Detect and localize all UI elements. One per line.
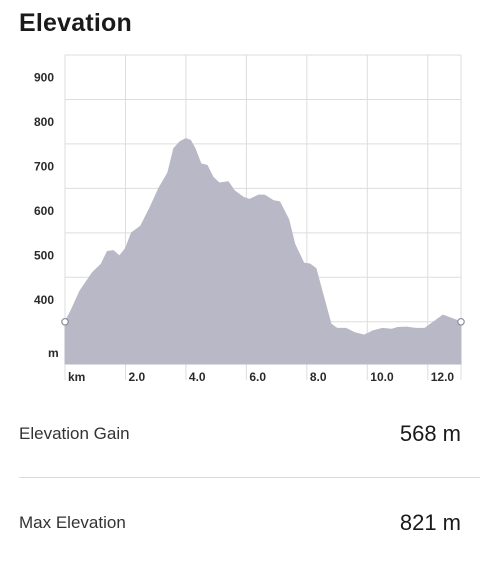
endpoint-markers [61, 317, 465, 326]
x-tick-label: 4.0 [189, 370, 206, 384]
y-tick-label: 700 [34, 159, 54, 173]
x-axis-label: km [68, 370, 85, 384]
divider [19, 477, 480, 478]
y-tick-label: 900 [34, 70, 54, 84]
max-elevation-row: Max Elevation 821 m [19, 503, 461, 543]
max-elevation-label: Max Elevation [19, 513, 126, 532]
x-tick-label: 8.0 [310, 370, 327, 384]
elevation-gain-label: Elevation Gain [19, 424, 130, 443]
x-tick-label: 12.0 [431, 370, 455, 384]
y-tick-label: 600 [34, 204, 54, 218]
y-tick-label: 400 [34, 293, 54, 307]
y-axis-ticks: 400 500 600 700 800 900 [34, 70, 54, 306]
end-point-marker [457, 317, 465, 326]
elevation-gain-row: Elevation Gain 568 m [19, 414, 461, 454]
x-axis-ticks: 2.0 4.0 6.0 8.0 10.0 12.0 [128, 370, 454, 384]
y-tick-label: 500 [34, 248, 54, 262]
x-tick-label: 2.0 [128, 370, 145, 384]
y-axis-label: m [48, 346, 59, 360]
elevation-area [64, 138, 462, 365]
y-tick-label: 800 [34, 115, 54, 129]
start-point-marker [61, 317, 69, 326]
x-tick-label: 10.0 [370, 370, 394, 384]
x-tick-label: 6.0 [249, 370, 266, 384]
max-elevation-value: 821 m [399, 510, 461, 535]
page-title: Elevation [19, 9, 132, 37]
elevation-gain-value: 568 m [399, 421, 461, 446]
